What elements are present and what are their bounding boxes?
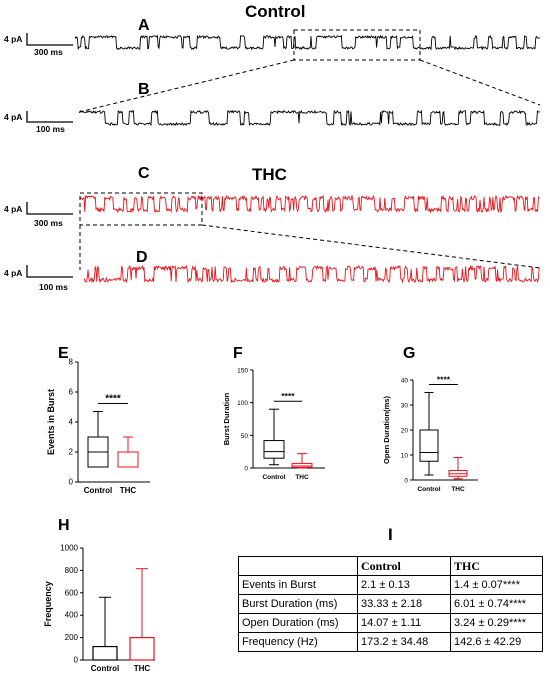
- panel-letter-b: B: [138, 81, 150, 98]
- y-axis-label: Open Duration(ms): [382, 396, 391, 464]
- panel-letter-h: H: [58, 517, 70, 534]
- table-header-blank: [238, 556, 358, 576]
- table-row: Events in Burst 2.1 ± 0.13 1.4 ± 0.07***…: [238, 575, 543, 595]
- y-tick-label: 30: [401, 403, 409, 410]
- zoom-box-control: [78, 29, 541, 113]
- x-tick-label: THC: [451, 486, 465, 493]
- y-tick-label: 8: [69, 358, 74, 367]
- x-tick-label: Control: [91, 664, 119, 673]
- panel-letter-c: C: [138, 165, 150, 182]
- table-header-thc: THC: [450, 556, 543, 576]
- panel-letter-g: G: [403, 345, 415, 362]
- scale-current-d: 4 pA: [4, 268, 22, 278]
- x-tick-label: THC: [134, 664, 151, 673]
- table-cell: 142.6 ± 42.29: [450, 632, 543, 652]
- bar-chart-frequency: H 0 200 400 600 800 1000 Frequency Control THC: [43, 517, 155, 673]
- panel-letter-i: I: [388, 525, 393, 544]
- y-tick-label: 40: [401, 378, 409, 385]
- x-tick-label: THC: [120, 486, 137, 495]
- box-plot-open-duration: G 0 10 20 30 40 Open Duration(ms) Control THC ***…: [382, 345, 478, 493]
- scale-time-b: 100 ms: [36, 124, 65, 134]
- table-cell: 3.24 ± 0.29****: [450, 613, 543, 633]
- y-axis-label: Burst Duration: [222, 392, 231, 445]
- y-tick-label: 4: [69, 418, 74, 427]
- significance-label: ****: [105, 394, 121, 405]
- trace-c: [79, 194, 540, 214]
- scale-current-c: 4 pA: [4, 204, 22, 214]
- scale-current-a: 4 pA: [4, 34, 22, 44]
- box-iqr: [419, 429, 439, 462]
- scale-current-b: 4 pA: [4, 112, 22, 122]
- box-iqr: [263, 440, 285, 459]
- y-tick-label: 100: [237, 400, 248, 407]
- box-iqr: [117, 451, 139, 468]
- y-tick-label: 400: [65, 611, 79, 620]
- y-tick-label: 200: [65, 633, 79, 642]
- x-tick-label: Control: [417, 486, 440, 493]
- panel-letter-a: A: [138, 17, 150, 34]
- y-tick-label: 1000: [60, 544, 78, 553]
- y-tick-label: 0: [69, 478, 74, 487]
- y-tick-label: 600: [65, 588, 79, 597]
- y-tick-label: 10: [401, 453, 409, 460]
- y-tick-label: 0: [404, 478, 408, 485]
- table-cell: 173.2 ± 34.48: [357, 632, 451, 652]
- x-tick-label: Control: [262, 474, 285, 481]
- significance-label: ****: [281, 391, 295, 401]
- y-tick-label: 2: [69, 448, 74, 457]
- control-title: Control: [245, 2, 305, 21]
- scale-bar-c: 4 pA 300 ms: [4, 202, 73, 228]
- zoom-box-thc: [79, 192, 541, 270]
- scale-time-a: 300 ms: [34, 47, 63, 57]
- summary-table: Control THC Events in Burst 2.1 ± 0.13 1…: [238, 556, 543, 652]
- scale-bar-d: 4 pA 100 ms: [4, 265, 73, 292]
- thc-title: THC: [252, 165, 287, 184]
- panel-letter-d: D: [136, 249, 148, 266]
- significance-label: ****: [437, 375, 451, 385]
- table-cell: 2.1 ± 0.13: [357, 575, 451, 595]
- table-row: Open Duration (ms) 14.07 ± 1.11 3.24 ± 0…: [238, 613, 543, 633]
- y-tick-label: 150: [237, 368, 248, 375]
- table-cell: Burst Duration (ms): [238, 594, 358, 614]
- table-header-control: Control: [357, 556, 451, 576]
- table-row: Burst Duration (ms) 33.33 ± 2.18 6.01 ± …: [238, 594, 543, 614]
- y-tick-label: 0: [74, 656, 79, 665]
- table-cell: Open Duration (ms): [238, 613, 358, 633]
- table-header-row: Control THC: [238, 556, 543, 576]
- y-tick-label: 20: [401, 428, 409, 435]
- table-cell: 6.01 ± 0.74****: [450, 594, 543, 614]
- x-tick-label: Control: [84, 486, 112, 495]
- y-tick-label: 0: [244, 466, 248, 473]
- panel-letter-e: E: [58, 345, 69, 362]
- table-cell: Frequency (Hz): [238, 632, 358, 652]
- panel-letter-f: F: [233, 345, 243, 362]
- y-tick-label: 6: [69, 388, 74, 397]
- table-row: Frequency (Hz) 173.2 ± 34.48 142.6 ± 42.…: [238, 632, 543, 652]
- table-cell: 14.07 ± 1.11: [357, 613, 451, 633]
- table-cell: Events in Burst: [238, 575, 358, 595]
- y-tick-label: 50: [241, 433, 249, 440]
- scale-time-d: 100 ms: [39, 282, 68, 292]
- trace-b: [78, 109, 541, 127]
- trace-d: [83, 264, 540, 284]
- table-cell: 1.4 ± 0.07****: [450, 575, 543, 595]
- y-axis-label: Frequency: [43, 581, 53, 627]
- scale-bar-b: 4 pA 100 ms: [4, 111, 73, 134]
- x-tick-label: THC: [295, 474, 309, 481]
- scale-bar-a: 4 pA 300 ms: [4, 33, 73, 57]
- scale-time-c: 300 ms: [34, 218, 63, 228]
- y-tick-label: 800: [65, 566, 79, 575]
- box-plot-events-in-burst: E 0 2 4 6 8 Events in Burst Control THC ****: [46, 345, 150, 495]
- trace-a: [74, 34, 541, 51]
- bar: [129, 636, 155, 661]
- box-plot-burst-duration: F 0 50 100 150 Burst Duration Control THC ****: [222, 345, 325, 481]
- y-axis-label: Events in Burst: [46, 389, 56, 455]
- box-iqr: [291, 462, 313, 468]
- table-cell: 33.33 ± 2.18: [357, 594, 451, 614]
- bar: [92, 645, 118, 661]
